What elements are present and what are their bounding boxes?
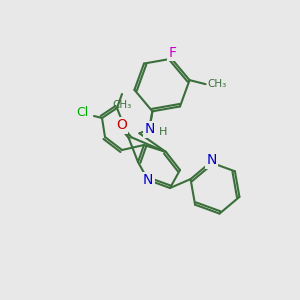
- Text: H: H: [158, 127, 167, 137]
- Text: CH₃: CH₃: [208, 79, 227, 89]
- Text: N: N: [144, 122, 154, 136]
- Text: CH₃: CH₃: [112, 100, 132, 110]
- Text: N: N: [143, 173, 153, 187]
- Text: F: F: [169, 46, 177, 60]
- Text: O: O: [116, 118, 127, 132]
- Text: Cl: Cl: [76, 106, 88, 119]
- Text: N: N: [206, 153, 217, 167]
